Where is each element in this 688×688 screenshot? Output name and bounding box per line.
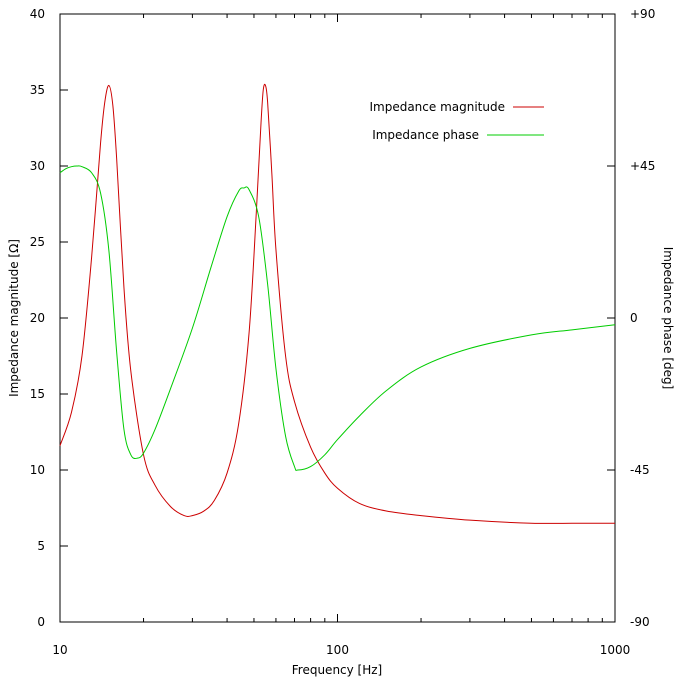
plot-frame <box>59 13 616 623</box>
y-left-tick-label: 0 <box>37 615 45 629</box>
x-tick-label: 1000 <box>600 643 631 657</box>
y-left-axis-title: Impedance magnitude [Ω] <box>7 239 21 397</box>
y-right-tick-label: +90 <box>630 7 655 21</box>
legend: Impedance magnitude Impedance phase <box>369 100 544 142</box>
y-left-tick-label: 35 <box>30 83 45 97</box>
legend-label-phase: Impedance phase <box>372 128 479 142</box>
y-right-tick-label: -90 <box>630 615 650 629</box>
y-left-tick-label: 25 <box>30 235 45 249</box>
y-right-axis-title: Impedance phase [deg] <box>661 247 675 390</box>
y-left-tick-label: 5 <box>37 539 45 553</box>
y-left-tick-label: 10 <box>30 463 45 477</box>
y-right-tick-label: -45 <box>630 463 650 477</box>
y-left-tick-label: 15 <box>30 387 45 401</box>
y-left-tick-label: 40 <box>30 7 45 21</box>
series-layer <box>59 83 616 524</box>
legend-label-magnitude: Impedance magnitude <box>369 100 505 114</box>
x-tick-label: 10 <box>52 643 67 657</box>
y-right-tick-label: 0 <box>630 311 638 325</box>
x-tick-label: 100 <box>326 643 349 657</box>
axis-ticks <box>59 13 616 623</box>
y-right-tick-label: +45 <box>630 159 655 173</box>
y-left-tick-label: 20 <box>30 311 45 325</box>
series-line-impedance-phase <box>59 165 616 471</box>
series-line-impedance-magnitude <box>59 83 615 524</box>
axis-tick-labels: 10 100 1000 0 5 10 15 20 25 30 35 40 -90 -45 0 +45 +90 <box>30 7 656 657</box>
x-axis-title: Frequency [Hz] <box>292 663 383 677</box>
y-left-tick-label: 30 <box>30 159 45 173</box>
